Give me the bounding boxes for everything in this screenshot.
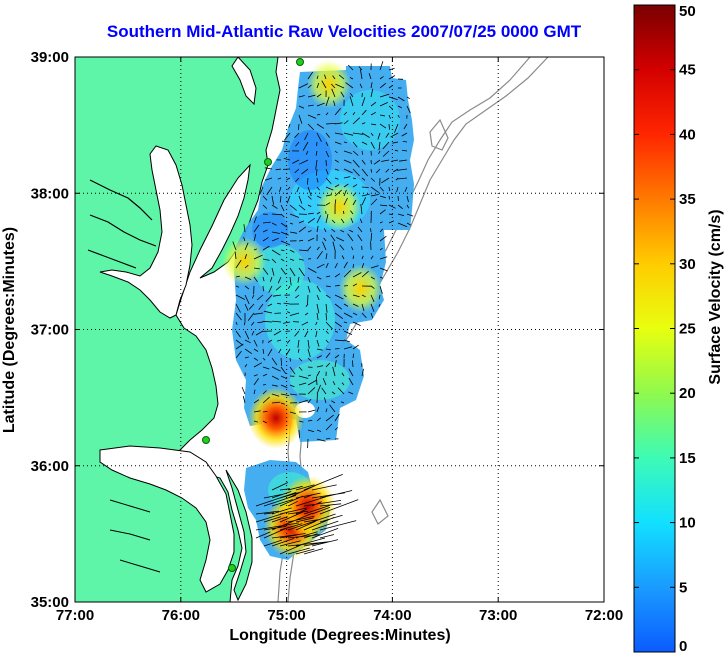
grid-lines bbox=[75, 57, 604, 602]
high-velocity-patch bbox=[317, 182, 362, 232]
y-tick-label: 39:00 bbox=[31, 49, 69, 66]
sound-inlets bbox=[109, 499, 161, 573]
colorbar-label: Surface Velocity (cm/s) bbox=[707, 209, 724, 384]
x-tick-label: 74:00 bbox=[373, 607, 411, 624]
x-tick-label: 75:00 bbox=[267, 607, 305, 624]
y-tick-label: 36:00 bbox=[31, 458, 69, 475]
radar-station bbox=[228, 564, 236, 572]
colorbar-tick-label: 45 bbox=[679, 62, 696, 79]
x-tick-label: 73:00 bbox=[479, 607, 517, 624]
radar-stations bbox=[202, 58, 304, 572]
pamlico-sound bbox=[99, 445, 235, 593]
colorbar-tick-label: 30 bbox=[679, 256, 696, 273]
vector-strokes bbox=[232, 61, 414, 555]
colorbar-tick-label: 25 bbox=[679, 321, 696, 338]
x-axis-label: Longitude (Degrees:Minutes) bbox=[229, 627, 450, 644]
x-tick-label: 72:00 bbox=[585, 607, 623, 624]
colorbar-tick-label: 50 bbox=[679, 3, 696, 20]
colorbar-tick-label: 15 bbox=[679, 450, 696, 467]
radar-station bbox=[202, 436, 210, 444]
colorbar-tick-label: 0 bbox=[679, 638, 687, 655]
radar-station bbox=[264, 158, 272, 166]
x-axis-ticks: 77:00 76:00 75:00 74:00 73:00 72:00 bbox=[56, 57, 623, 624]
x-tick-label: 76:00 bbox=[162, 607, 200, 624]
high-velocity-patch bbox=[222, 237, 267, 286]
chesapeake-bay bbox=[99, 145, 193, 319]
colorbar-tick-label: 35 bbox=[679, 191, 696, 208]
colorbar-tick-label: 10 bbox=[679, 515, 696, 532]
delaware-bay bbox=[231, 57, 257, 106]
y-axis-label: Latitude (Degrees:Minutes) bbox=[1, 227, 18, 433]
y-tick-label: 38:00 bbox=[31, 185, 69, 202]
potomac-river bbox=[87, 179, 157, 269]
radar-station bbox=[296, 58, 304, 66]
figure-title: Southern Mid-Atlantic Raw Velocities 200… bbox=[106, 22, 582, 41]
current-vectors bbox=[232, 61, 414, 555]
y-tick-label: 37:00 bbox=[31, 322, 69, 339]
high-velocity-patch bbox=[279, 475, 336, 538]
y-axis-ticks: 35:00 36:00 37:00 38:00 39:00 bbox=[31, 49, 604, 611]
y-tick-label: 35:00 bbox=[31, 594, 69, 611]
barrier-island bbox=[225, 469, 253, 602]
colorbar-ticks: 0 5 10 15 20 25 30 35 40 45 50 bbox=[634, 3, 696, 655]
colorbar-tick-label: 40 bbox=[679, 126, 696, 143]
high-velocity-patch bbox=[248, 387, 305, 449]
high-velocity-patch bbox=[338, 264, 383, 313]
colorbar-tick-label: 20 bbox=[679, 385, 696, 402]
x-tick-label: 77:00 bbox=[56, 607, 94, 624]
colorbar-tick-label: 5 bbox=[679, 579, 687, 596]
colorbar bbox=[633, 4, 676, 653]
